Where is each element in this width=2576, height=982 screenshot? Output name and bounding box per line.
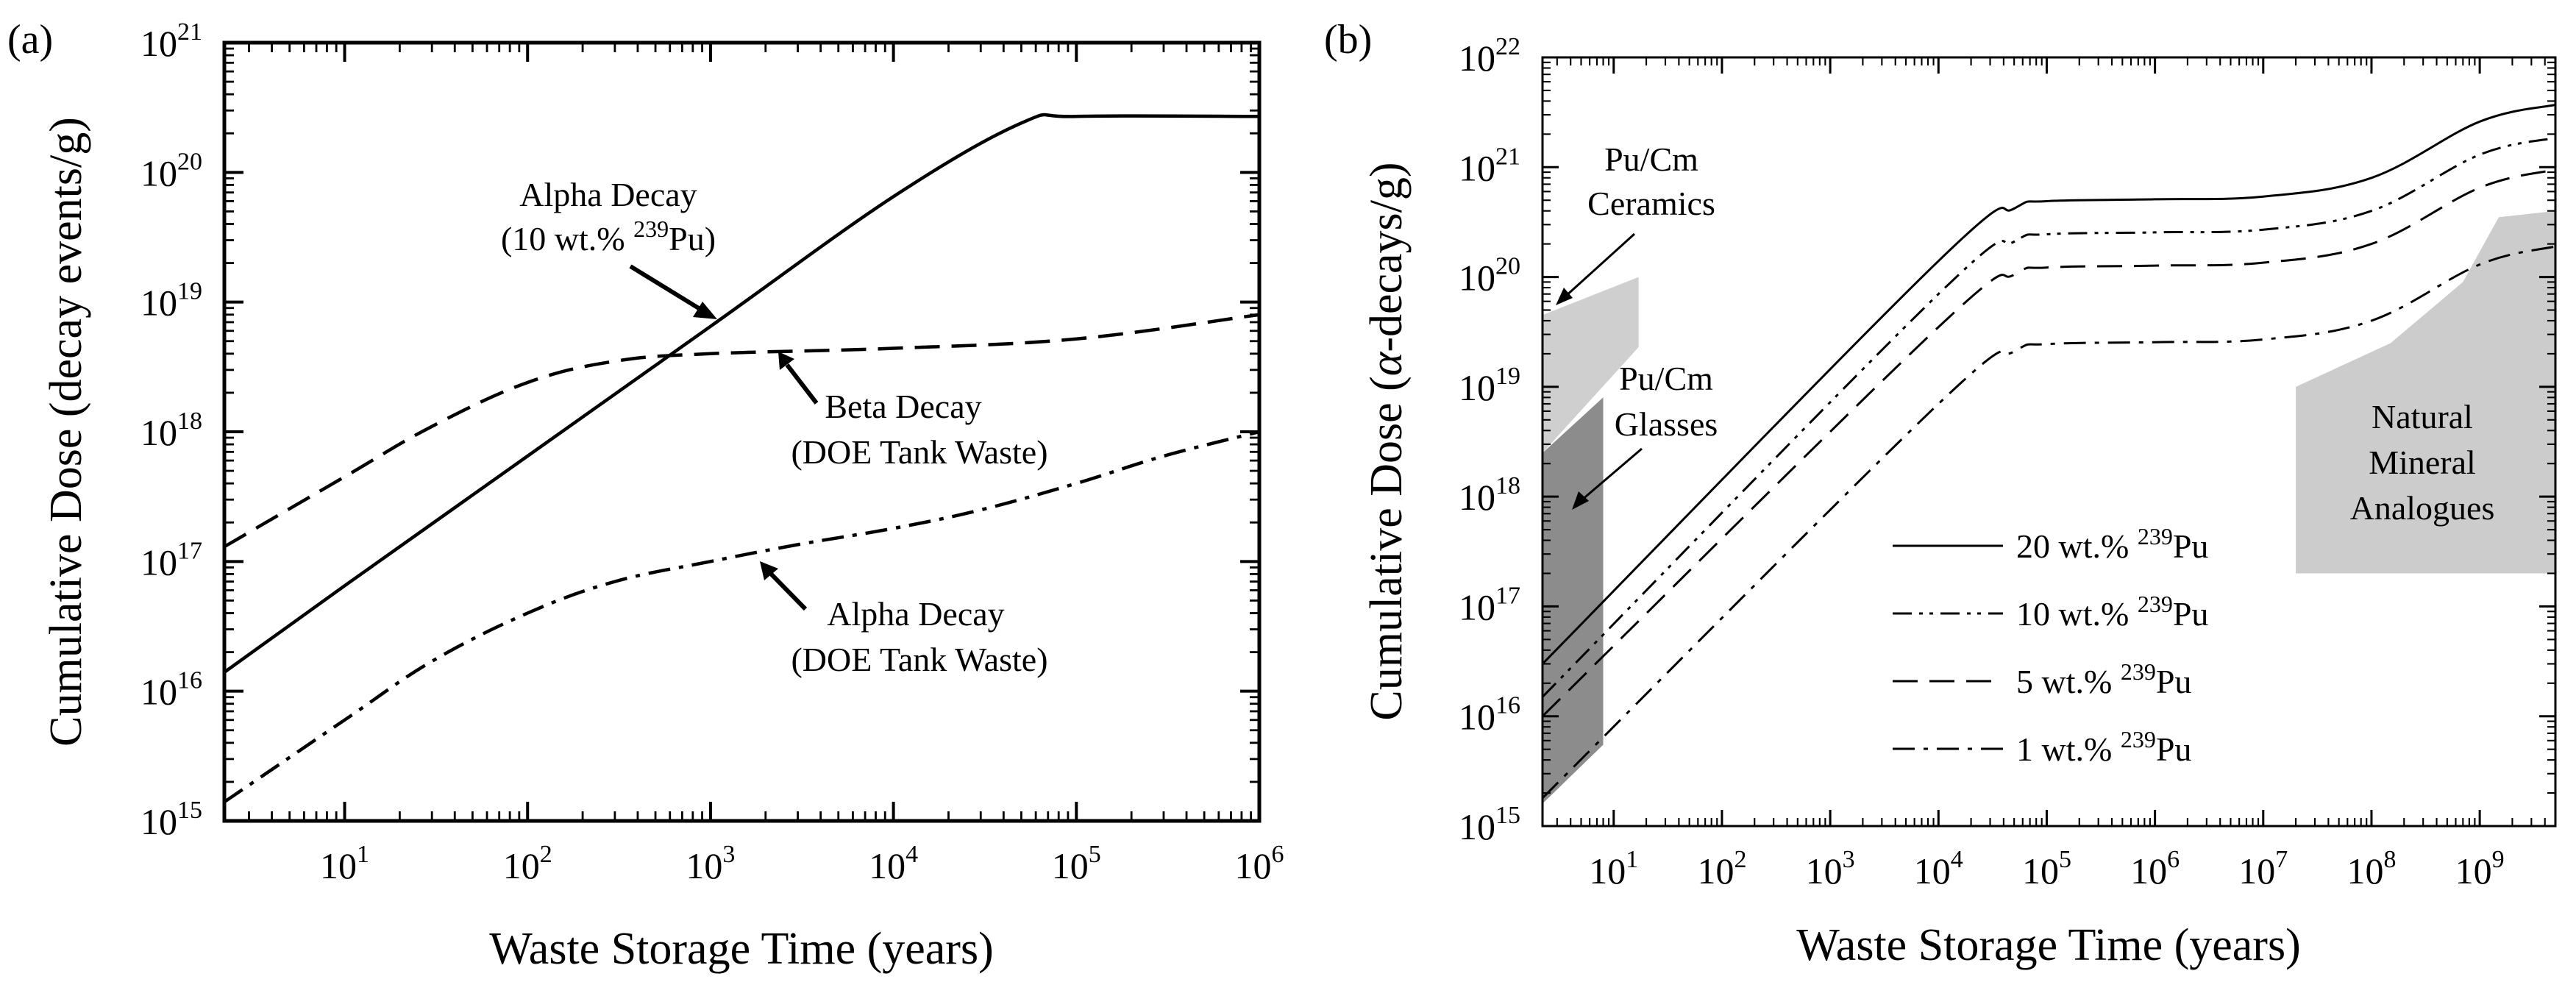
y-tick-label-a: 1018 <box>140 408 202 453</box>
y-tick-label-b: 1016 <box>1459 692 1520 738</box>
x-tick-label-b: 108 <box>2346 846 2396 892</box>
x-tick-label-b: 107 <box>2238 846 2288 892</box>
annotation-mineral: Natural Mineral Analogues <box>2350 398 2495 527</box>
annotation-alpha-tank: Alpha Decay (DOE Tank Waste) <box>760 561 1048 678</box>
annotation-alpha-10pu-line1: Alpha Decay <box>519 176 697 213</box>
annotation-alpha-tank-arrow <box>769 572 808 611</box>
x-tick-label-b: 106 <box>2130 846 2180 892</box>
region-mineral-analogues <box>2296 210 2555 574</box>
y-axis-title-a: Cumulative Dose (decay events/g) <box>41 117 91 747</box>
x-tick-label-b: 102 <box>1697 846 1746 892</box>
annotation-alpha-tank-arrowhead <box>760 561 778 580</box>
annotation-glasses-arrow <box>1581 447 1643 502</box>
annotation-glasses: Pu/Cm Glasses <box>1572 360 1718 510</box>
legend-label-2: 5 wt.% 239Pu <box>2016 658 2191 700</box>
y-tick-label-a: 1021 <box>140 18 202 64</box>
panel-b-label: (b) <box>1324 17 1372 63</box>
y-tick-label-b: 1020 <box>1459 253 1520 299</box>
series-line-b-0 <box>1543 104 2555 665</box>
series-line-b-3 <box>1543 245 2555 799</box>
annotation-glasses-arrowhead <box>1572 491 1589 510</box>
series-line-a-1 <box>224 313 1259 549</box>
annotation-ceramics-line2: Ceramics <box>1587 185 1715 222</box>
series-line-b-1 <box>1543 136 2555 698</box>
x-tick-label-a: 104 <box>869 841 918 886</box>
x-tick-label-a: 103 <box>686 841 735 886</box>
series-line-a-2 <box>224 430 1259 804</box>
legend-label-0: 20 wt.% 239Pu <box>2016 523 2208 565</box>
plot-frame-a <box>222 40 1262 823</box>
x-tick-label-b: 109 <box>2455 846 2505 892</box>
annotation-ceramics-arrowhead <box>1556 288 1573 305</box>
y-tick-label-b: 1015 <box>1459 802 1520 847</box>
annotation-alpha-10pu-arrowhead <box>693 302 717 319</box>
chart-panel-b: (b) 101 102 103 104 105 106 107 108 109 1015 1016 1… <box>1324 17 2557 970</box>
annotation-beta-line2: (DOE Tank Waste) <box>791 433 1047 471</box>
annotation-glasses-line1: Pu/Cm <box>1619 360 1713 397</box>
annotation-beta-arrowhead <box>778 352 794 370</box>
x-tick-label-b: 101 <box>1589 846 1638 892</box>
y-tick-label-a: 1020 <box>140 148 202 193</box>
x-tick-label-b: 105 <box>2022 846 2071 892</box>
x-axis-title-b: Waste Storage Time (years) <box>1796 920 2300 970</box>
y-tick-label-b: 1017 <box>1459 582 1520 627</box>
legend-b: 20 wt.% 239Pu 10 wt.% 239Pu 5 wt.% 239Pu 1 … <box>1893 523 2208 768</box>
annotation-alpha-tank-line1: Alpha Decay <box>827 595 1004 633</box>
annotation-glasses-line2: Glasses <box>1615 405 1718 443</box>
annotation-alpha-tank-line2: (DOE Tank Waste) <box>791 641 1047 678</box>
region-ceramics <box>1543 277 1639 453</box>
annotation-beta: Beta Decay (DOE Tank Waste) <box>778 352 1048 471</box>
panel-a-label: (a) <box>7 17 53 63</box>
annotation-ceramics: Pu/Cm Ceramics <box>1556 140 1715 305</box>
annotation-mineral-line1: Natural <box>2372 398 2473 435</box>
legend-label-1: 10 wt.% 239Pu <box>2016 591 2208 633</box>
annotation-ceramics-arrow <box>1564 232 1636 298</box>
x-tick-label-b: 104 <box>1914 846 1963 892</box>
y-tick-label-a: 1019 <box>140 278 202 324</box>
y-tick-label-a: 1017 <box>140 537 202 583</box>
x-tick-label-a: 105 <box>1052 841 1101 886</box>
region-glasses <box>1543 397 1604 804</box>
y-axis-title-b: Cumulative Dose (α-decays/g) <box>1362 162 1412 720</box>
plot-frame-b <box>1541 56 2557 828</box>
series-line-a-0 <box>224 113 1259 674</box>
y-tick-label-a: 1016 <box>140 667 202 713</box>
y-tick-label-b: 1018 <box>1459 472 1520 518</box>
annotation-mineral-line2: Mineral <box>2369 444 2476 481</box>
x-tick-label-a: 101 <box>320 841 369 886</box>
annotation-alpha-10pu-arrow <box>629 264 706 314</box>
legend-label-3: 1 wt.% 239Pu <box>2016 726 2191 768</box>
annotation-mineral-line3: Analogues <box>2350 489 2495 527</box>
y-tick-label-b: 1019 <box>1459 363 1520 408</box>
y-tick-label-b: 1022 <box>1459 33 1520 79</box>
annotation-beta-line1: Beta Decay <box>825 388 981 425</box>
annotation-alpha-10pu: Alpha Decay (10 wt.% 239Pu) <box>501 176 717 319</box>
x-tick-label-b: 103 <box>1806 846 1855 892</box>
annotation-ceramics-line1: Pu/Cm <box>1604 140 1698 178</box>
annotation-beta-arrow <box>785 363 819 405</box>
annotation-alpha-10pu-line2: (10 wt.% 239Pu) <box>501 216 716 257</box>
x-tick-label-a: 102 <box>503 841 552 886</box>
y-tick-label-a: 1015 <box>140 797 202 842</box>
y-tick-label-b: 1021 <box>1459 143 1520 188</box>
x-tick-label-a: 106 <box>1235 841 1284 886</box>
x-axis-title-a: Waste Storage Time (years) <box>489 924 993 974</box>
chart-panel-a: (a) 101 102 103 104 105 106 1015 1016 1017 1018 10… <box>7 17 1284 974</box>
